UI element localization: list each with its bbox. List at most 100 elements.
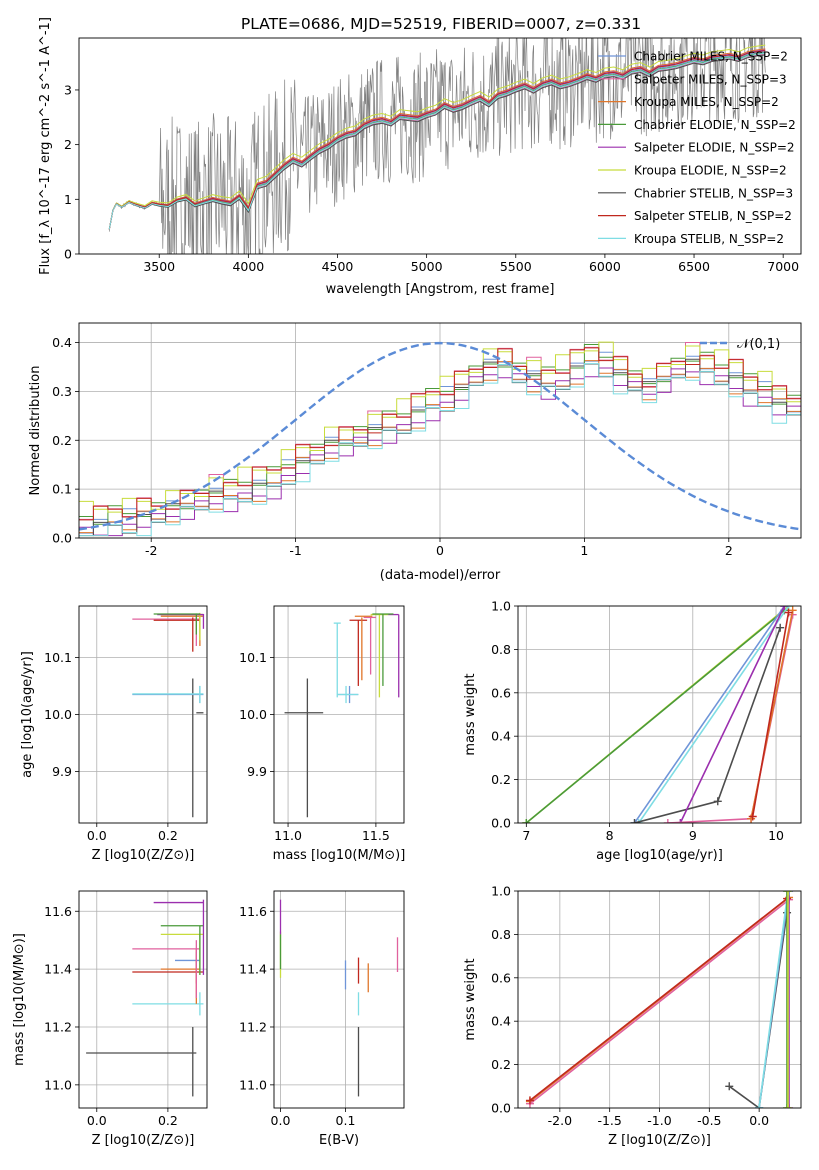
plus-marker — [783, 891, 792, 895]
x-tick-label: -0.5 — [697, 1113, 721, 1128]
x-tick-label: 5500 — [500, 259, 532, 274]
y-tick-label: 9.9 — [247, 764, 267, 779]
plus-marker — [522, 819, 531, 823]
y-axis-label: age [log10(age/yr)] — [20, 651, 35, 778]
massweight-line — [679, 606, 786, 823]
y-tick-label: 9.9 — [52, 764, 72, 779]
massweight-vs-age-plot-area — [522, 606, 797, 823]
y-tick-label: 1.0 — [491, 599, 511, 614]
x-tick-label: 8 — [606, 828, 614, 843]
plus-marker — [784, 891, 793, 895]
x-tick-label: 3500 — [143, 259, 175, 274]
legend-label: Chabrier MILES, N_SSP=2 — [634, 50, 788, 64]
y-axis-label: mass weight — [463, 673, 478, 755]
x-tick-label: 0.0 — [749, 1113, 769, 1128]
y-tick-label: 11.6 — [239, 904, 267, 919]
x-tick-label: 0.0 — [271, 1113, 291, 1128]
legend-label: Kroupa STELIB, N_SSP=2 — [634, 232, 784, 246]
x-tick-label: -1.5 — [597, 1113, 621, 1128]
x-axis-label: wavelength [Angstrom, rest frame] — [326, 282, 555, 297]
x-axis-label: Z [log10(Z/Z⊙)] — [608, 1133, 711, 1148]
y-tick-label: 0.0 — [491, 816, 511, 831]
x-tick-label: 10 — [768, 828, 784, 843]
x-tick-label: 0.1 — [336, 1113, 356, 1128]
plus-marker — [748, 812, 757, 821]
axes-frame — [78, 322, 802, 539]
massweight-vs-Z-frame: -2.0 -1.5 -1.0 -0.5 0.0 0.0 0.2 0.4 0.6 0.8 1.0 Z [… — [463, 884, 802, 1148]
age-vs-mass-panel: 11.0 11.5 9.9 10.0 10.1 mass [log10(M/M⊙)] — [239, 605, 405, 863]
plot-layer: 3500 4000 4500 5000 5500 6000 6500 7000 0 1 2 3 wave… — [12, 17, 802, 1148]
mass-vs-EBV-panel: 0.0 0.1 11.0 11.2 11.4 11.6 E(B-V) — [239, 890, 405, 1148]
legend-label: Kroupa MILES, N_SSP=2 — [634, 95, 779, 109]
y-tick-label: 0.4 — [52, 335, 72, 350]
spectrum-panel: 3500 4000 4500 5000 5500 6000 6500 7000 0 1 2 3 wave… — [38, 17, 802, 297]
model-spectrum — [108, 52, 766, 230]
y-tick-label: 11.4 — [239, 962, 267, 977]
y-tick-label: 0.4 — [491, 729, 511, 744]
legend-label: Salpeter STELIB, N_SSP=2 — [634, 209, 792, 223]
y-tick-label: 0.0 — [52, 531, 72, 546]
mass-vs-EBV-grid — [274, 891, 404, 1108]
x-tick-label: 0.0 — [87, 1113, 107, 1128]
y-tick-label: 10.1 — [239, 650, 267, 665]
age-vs-mass-frame: 11.0 11.5 9.9 10.0 10.1 mass [log10(M/M⊙)] — [239, 605, 405, 863]
x-tick-label: 6500 — [678, 259, 710, 274]
x-tick-label: -1 — [289, 543, 301, 558]
y-tick-label: 10.0 — [44, 707, 72, 722]
y-tick-label: 0.6 — [491, 970, 511, 985]
x-tick-label: -2 — [145, 543, 157, 558]
mass-vs-Z-grid — [79, 891, 207, 1108]
plus-marker — [784, 1104, 793, 1108]
y-axis-label: Flux [f_λ 10^-17 erg cm^-2 s^-1 A^-1] — [38, 17, 53, 275]
axes-frame — [78, 605, 208, 824]
x-tick-label: 1 — [580, 543, 588, 558]
y-axis-label: mass [log10(M/M⊙)] — [12, 933, 27, 1066]
legend-label: Chabrier ELODIE, N_SSP=2 — [634, 118, 796, 132]
x-tick-label: 9 — [689, 828, 697, 843]
massweight-line — [638, 606, 790, 823]
model-spectrum — [108, 44, 766, 230]
massweight-line — [525, 609, 785, 823]
y-tick-label: 0.4 — [491, 1014, 511, 1029]
x-tick-label: -2.0 — [548, 1113, 572, 1128]
y-tick-label: 2 — [64, 137, 72, 152]
x-tick-label: 5000 — [411, 259, 443, 274]
massweight-line — [529, 897, 788, 1102]
x-tick-label: 0 — [436, 543, 444, 558]
y-tick-label: 11.2 — [239, 1019, 267, 1034]
histogram-series — [79, 367, 801, 537]
figure-title: PLATE=0686, MJD=52519, FIBERID=0007, z=0… — [241, 15, 641, 33]
spectrum-frame: 3500 4000 4500 5000 5500 6000 6500 7000 0 1 2 3 wave… — [38, 17, 802, 297]
y-axis-label: mass weight — [463, 958, 478, 1040]
residuals-frame: -2 -1 0 1 2 0.0 0.1 0.2 0.3 0.4 (data-model)/error… — [28, 322, 802, 583]
y-tick-label: 0.3 — [52, 384, 72, 399]
plus-marker — [663, 819, 672, 823]
y-tick-label: 10.0 — [239, 707, 267, 722]
plus-marker — [676, 819, 685, 823]
legend-label: Chabrier STELIB, N_SSP=3 — [634, 186, 793, 200]
residuals-panel: -2 -1 0 1 2 0.0 0.1 0.2 0.3 0.4 (data-model)/error… — [28, 322, 802, 583]
gaussian-curve — [79, 341, 801, 531]
age-vs-Z-grid — [79, 606, 207, 823]
plus-marker — [785, 1104, 794, 1108]
y-tick-label: 11.2 — [44, 1019, 72, 1034]
x-tick-label: 11.0 — [274, 828, 302, 843]
observed-spectrum — [108, 38, 766, 254]
massweight-line — [633, 606, 786, 823]
age-vs-Z-panel: 0.0 0.2 9.9 10.0 10.1 Z [log10(Z/Z⊙)] age [log… — [20, 605, 208, 863]
spectrum-legend: Chabrier MILES, N_SSP=2 Salpeter MILES, N… — [598, 50, 796, 246]
x-axis-label: (data-model)/error — [380, 568, 501, 583]
axes-frame — [517, 605, 802, 824]
axes-frame — [273, 890, 405, 1109]
y-tick-label: 0 — [64, 247, 72, 262]
model-spectrum — [108, 54, 766, 230]
y-tick-label: 1.0 — [491, 884, 511, 899]
x-tick-label: 11.5 — [362, 828, 390, 843]
axes-frame — [78, 890, 208, 1109]
axes-frame — [78, 37, 802, 255]
x-tick-label: -1.0 — [647, 1113, 671, 1128]
age-vs-Z-frame: 0.0 0.2 9.9 10.0 10.1 Z [log10(Z/Z⊙)] age [log… — [20, 605, 208, 863]
plus-marker — [780, 606, 789, 610]
histogram-series — [79, 341, 801, 513]
